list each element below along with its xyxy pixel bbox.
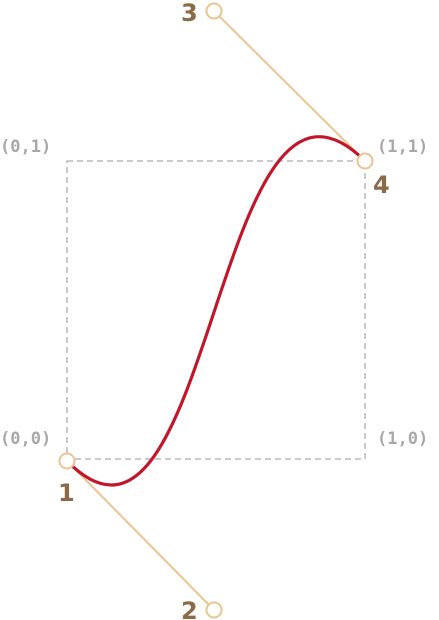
control-point-2[interactable] bbox=[205, 601, 223, 619]
point-label-1: 1 bbox=[58, 479, 75, 507]
control-point-4[interactable] bbox=[356, 152, 374, 170]
handle-line-4-3 bbox=[213, 10, 366, 162]
coord-label-top-left: (0,1) bbox=[0, 137, 51, 157]
control-point-3[interactable] bbox=[205, 2, 223, 20]
coord-label-bottom-left: (0,0) bbox=[0, 429, 51, 449]
control-point-1[interactable] bbox=[58, 452, 76, 470]
coord-label-top-right: (1,1) bbox=[377, 137, 428, 157]
coord-label-bottom-right: (1,0) bbox=[377, 429, 428, 449]
point-label-4: 4 bbox=[373, 171, 390, 199]
point-label-2: 2 bbox=[181, 597, 198, 620]
point-label-3: 3 bbox=[181, 0, 198, 27]
unit-square-frame bbox=[66, 160, 366, 460]
bezier-curve bbox=[65, 135, 367, 487]
handle-line-1-2 bbox=[66, 460, 215, 611]
